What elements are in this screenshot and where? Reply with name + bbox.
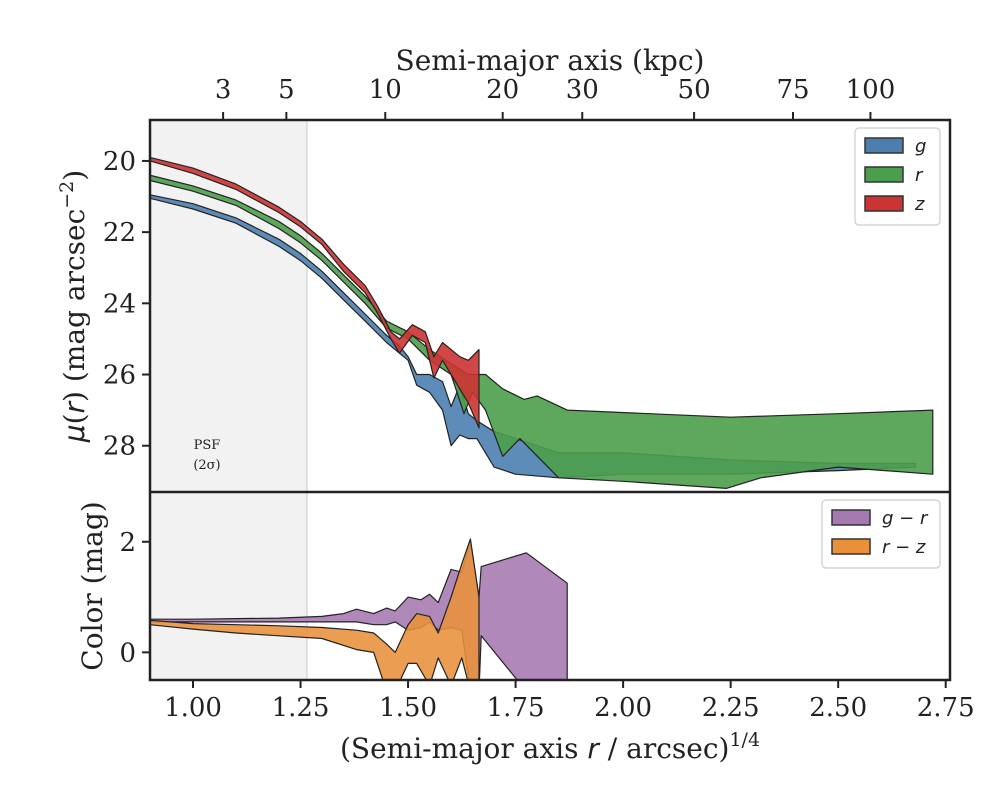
top-x-axis-label: Semi-major axis (kpc) (396, 44, 705, 77)
y-tick-label: 22 (103, 218, 136, 248)
legend-swatch (831, 538, 871, 555)
psf-shaded-region (150, 120, 307, 492)
x-tick-label: 1.25 (272, 693, 330, 723)
top-x-tick-label: 3 (215, 75, 232, 105)
x-tick-label: 2.00 (594, 693, 652, 723)
color-y-tick-label: 0 (119, 638, 136, 668)
legend-swatch (831, 509, 871, 526)
x-tick-label: 1.75 (487, 693, 545, 723)
legend-swatch (864, 166, 904, 183)
psf-label: PSF (194, 438, 221, 453)
legend-label: r (915, 165, 924, 186)
top-x-tick-label: 75 (776, 75, 809, 105)
profile-axes-frame (148, 118, 952, 682)
top-x-tick-label: 10 (369, 75, 402, 105)
x-tick-label: 1.50 (379, 693, 437, 723)
x-tick-label: 2.75 (917, 693, 975, 723)
band-rz (150, 538, 480, 680)
color-series-group (150, 538, 568, 680)
axis-ticks: 1.00 1.25 1.50 1.75 2.00 2.25 2.50 2.753 5 10 20 30… (103, 75, 975, 723)
y-tick-label: 24 (103, 289, 136, 319)
top-x-tick-label: 20 (486, 75, 519, 105)
y-tick-label: 20 (103, 147, 136, 177)
x-tick-label: 2.50 (809, 693, 867, 723)
profile-legend: grz (854, 127, 941, 226)
psf-shaded-region-color (150, 492, 307, 680)
y-tick-label: 26 (103, 361, 136, 391)
y-tick-label: 28 (103, 432, 136, 462)
legend-label: r − z (882, 537, 926, 558)
color-legend: g − r r − z (821, 499, 941, 569)
profile-y-axis-label: μ(r) (mag arcsec−2) (56, 170, 91, 443)
color-y-axis-label: Color (mag) (76, 501, 109, 670)
band-z (150, 156, 480, 429)
legend-label: z (914, 194, 925, 215)
top-x-tick-label: 30 (566, 75, 599, 105)
x-axis-label: (Semi-major axis r / arcsec)1/4 (340, 729, 760, 765)
legend-label: g (915, 136, 926, 157)
color-y-tick-label: 2 (119, 528, 136, 558)
top-x-tick-label: 100 (846, 75, 896, 105)
top-x-tick-label: 50 (678, 75, 711, 105)
x-tick-label: 2.25 (702, 693, 760, 723)
legend-label: g − r (882, 508, 929, 529)
legend-swatch (864, 137, 904, 154)
psf-sigma-label: (2σ) (193, 458, 220, 473)
legend-swatch (864, 195, 904, 212)
top-x-tick-label: 5 (278, 75, 295, 105)
profile-series-group (150, 156, 934, 489)
x-tick-label: 1.00 (164, 693, 222, 723)
